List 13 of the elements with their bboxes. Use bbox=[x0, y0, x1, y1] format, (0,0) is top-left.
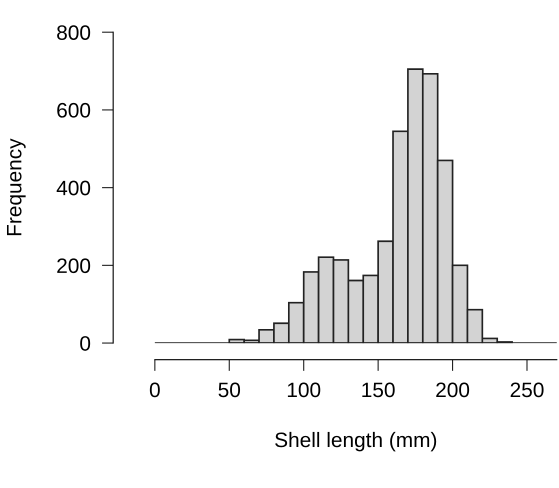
x-tick-label: 200 bbox=[436, 382, 470, 398]
y-tick-label: 200 bbox=[57, 258, 90, 274]
y-tick-label: 0 bbox=[80, 336, 90, 351]
y-tick-label: 600 bbox=[57, 102, 90, 118]
x-tick-label: 100 bbox=[288, 382, 320, 398]
x-axis-title: Shell length (mm) bbox=[275, 432, 436, 452]
x-tick-label: 250 bbox=[510, 382, 544, 398]
y-tick-label: 800 bbox=[57, 25, 90, 40]
x-tick-label: 0 bbox=[150, 382, 160, 398]
x-tick-label: 50 bbox=[218, 382, 240, 398]
y-axis-title: Frequency bbox=[6, 138, 26, 236]
y-tick-label: 400 bbox=[56, 180, 90, 196]
x-tick-label: 150 bbox=[362, 382, 395, 398]
